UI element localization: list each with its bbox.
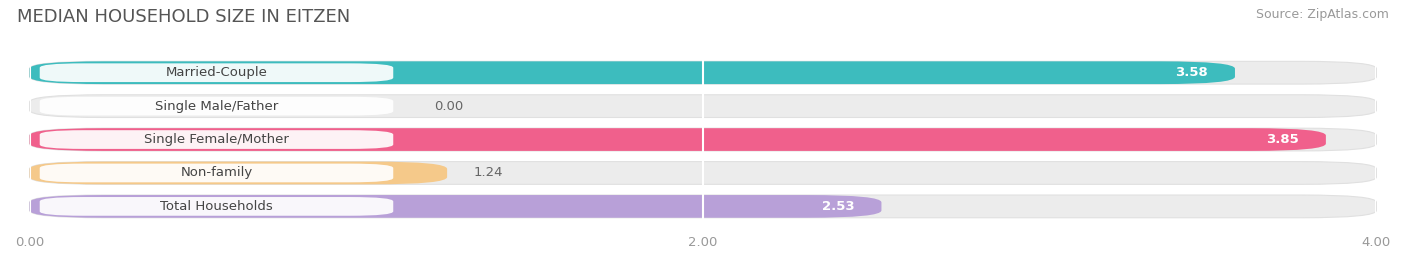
- Text: 1.24: 1.24: [474, 167, 503, 179]
- FancyBboxPatch shape: [30, 128, 1376, 151]
- FancyBboxPatch shape: [30, 162, 447, 184]
- FancyBboxPatch shape: [30, 128, 1326, 151]
- FancyBboxPatch shape: [39, 97, 394, 115]
- FancyBboxPatch shape: [39, 197, 394, 216]
- Text: 3.58: 3.58: [1175, 66, 1208, 79]
- Text: Married-Couple: Married-Couple: [166, 66, 267, 79]
- Text: Total Households: Total Households: [160, 200, 273, 213]
- Text: Non-family: Non-family: [180, 167, 253, 179]
- FancyBboxPatch shape: [39, 63, 394, 82]
- FancyBboxPatch shape: [30, 61, 1234, 84]
- Text: 0.00: 0.00: [433, 100, 463, 113]
- Text: Source: ZipAtlas.com: Source: ZipAtlas.com: [1256, 8, 1389, 21]
- Text: 2.53: 2.53: [823, 200, 855, 213]
- FancyBboxPatch shape: [39, 130, 394, 149]
- Text: Single Male/Father: Single Male/Father: [155, 100, 278, 113]
- FancyBboxPatch shape: [39, 164, 394, 182]
- FancyBboxPatch shape: [30, 195, 1376, 218]
- Text: 3.85: 3.85: [1267, 133, 1299, 146]
- Text: MEDIAN HOUSEHOLD SIZE IN EITZEN: MEDIAN HOUSEHOLD SIZE IN EITZEN: [17, 8, 350, 26]
- FancyBboxPatch shape: [30, 195, 882, 218]
- FancyBboxPatch shape: [30, 95, 1376, 118]
- FancyBboxPatch shape: [30, 61, 1376, 84]
- Text: Single Female/Mother: Single Female/Mother: [143, 133, 288, 146]
- FancyBboxPatch shape: [30, 162, 1376, 184]
